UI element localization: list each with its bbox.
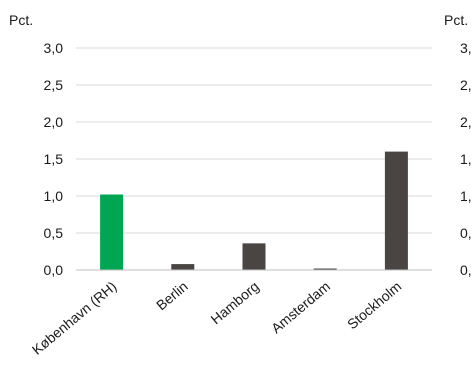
- bar: [384, 151, 408, 270]
- left-axis-unit-label: Pct.: [9, 12, 33, 28]
- right-y-axis-ticks: 0, 0, 1, 1, 2, 2, 3,: [460, 40, 472, 278]
- category-labels: København (RH) Berlin Hamborg Amsterdam Stoc…: [29, 278, 405, 358]
- bar: [313, 268, 337, 270]
- y-tick-label: 1,5: [44, 151, 64, 167]
- right-y-tick-label: 0,: [460, 225, 472, 241]
- right-y-tick-label: 2,: [460, 114, 472, 130]
- right-y-tick-label: 1,: [460, 151, 472, 167]
- x-category-label: Hamborg: [208, 278, 262, 327]
- y-tick-label: 1,0: [44, 188, 64, 204]
- right-y-tick-label: 3,: [460, 40, 472, 56]
- bars: [100, 151, 408, 270]
- x-category-label: Berlin: [153, 278, 191, 313]
- y-tick-label: 0,5: [44, 225, 64, 241]
- y-tick-label: 3,0: [44, 40, 64, 56]
- right-y-tick-label: 1,: [460, 188, 472, 204]
- gridlines: [76, 47, 432, 234]
- x-category-label: Stockholm: [344, 278, 404, 332]
- right-y-tick-label: 0,: [460, 262, 472, 278]
- x-category-label: Amsterdam: [268, 278, 333, 336]
- y-tick-label: 2,0: [44, 114, 64, 130]
- right-axis-unit-label: Pct.: [444, 12, 468, 28]
- y-tick-label: 2,5: [44, 77, 64, 93]
- bar: [171, 264, 195, 270]
- bar: [100, 194, 124, 270]
- left-y-axis-ticks: 0,0 0,5 1,0 1,5 2,0 2,5 3,0: [44, 40, 64, 278]
- bar: [242, 243, 266, 270]
- y-tick-label: 0,0: [44, 262, 64, 278]
- x-category-label: København (RH): [29, 278, 120, 358]
- right-y-tick-label: 2,: [460, 77, 472, 93]
